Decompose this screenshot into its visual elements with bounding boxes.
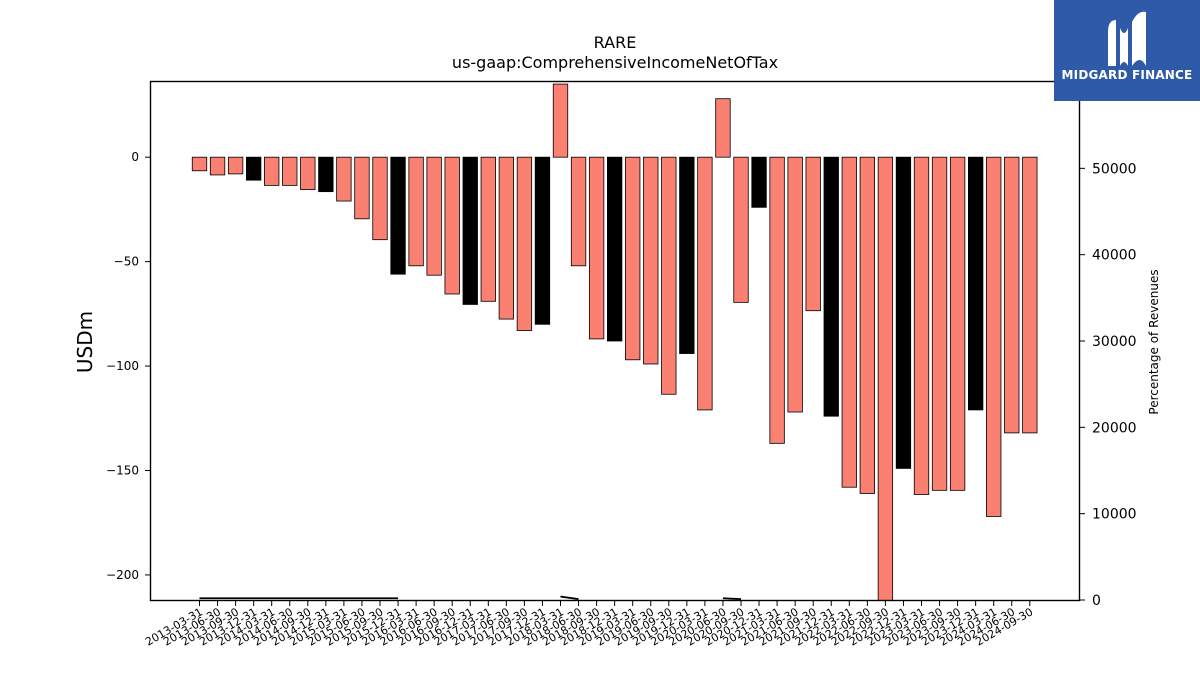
- y2-tick-label: 40000: [1092, 248, 1137, 264]
- y-axis-right: 0100002000030000400005000060000: [1079, 75, 1137, 609]
- percentage-of-revenues-line: [722, 597, 742, 601]
- bar-2013-09-30: [227, 156, 244, 175]
- y-tick-label: −200: [106, 568, 139, 582]
- bar-2016-06-30: [426, 156, 442, 276]
- bar-2023-03-31: [913, 156, 930, 495]
- y2-tick-label: 10000: [1092, 507, 1137, 523]
- bar-2024-09-30: [1022, 156, 1038, 434]
- bar-2013-06-30: [209, 156, 226, 176]
- bar-2023-06-30: [931, 156, 948, 491]
- bar-2020-09-30: [733, 156, 749, 303]
- y-tick-label: −150: [106, 464, 139, 478]
- bar-2014-06-30: [282, 156, 298, 186]
- bar-2016-09-30: [444, 156, 460, 295]
- bar-2021-03-31: [769, 156, 785, 444]
- bar-2013-03-31: [191, 156, 208, 172]
- bar-2016-12-31: [462, 156, 478, 305]
- bar-2020-03-31: [697, 156, 713, 411]
- y2-tick-label: 0: [1092, 593, 1101, 609]
- y-axis-left: 0 −50 −100 −150 −200: [106, 150, 151, 582]
- bar-2022-03-31: [841, 156, 857, 488]
- y-tick-label: −100: [106, 359, 139, 373]
- bar-2014-09-30: [300, 156, 316, 190]
- bar-2018-12-31: [607, 156, 623, 342]
- bar-2024-03-31: [986, 156, 1002, 517]
- bar-2022-12-31: [895, 156, 912, 469]
- bar-2013-12-31: [245, 156, 262, 181]
- bar-2021-09-30: [805, 156, 821, 312]
- bar-2021-06-30: [787, 156, 803, 413]
- bar-2014-03-31: [264, 156, 280, 186]
- bar-2020-06-30: [715, 98, 731, 158]
- bar-2021-12-31: [823, 156, 839, 417]
- bar-2020-12-31: [751, 156, 767, 208]
- chart-subtitle: us-gaap:ComprehensiveIncomeNetOfTax: [452, 53, 778, 72]
- logo-text: MIDGARD FINANCE: [1061, 68, 1193, 82]
- bar-2022-09-30: [877, 156, 894, 600]
- bar-2019-09-30: [661, 156, 677, 395]
- bar-series: [191, 83, 1038, 600]
- bar-2017-03-31: [480, 156, 496, 302]
- bar-2019-12-31: [679, 156, 695, 354]
- bar-2019-03-31: [625, 156, 641, 361]
- percentage-of-revenues-series: [199, 595, 742, 601]
- bar-2017-06-30: [498, 156, 515, 320]
- bar-2015-03-31: [336, 156, 352, 202]
- bar-2015-12-31: [390, 156, 406, 275]
- bar-2018-03-31: [552, 83, 569, 158]
- bar-2016-03-31: [408, 156, 424, 267]
- y2-axis-label: Percentage of Revenues: [1147, 269, 1161, 414]
- x-axis: 2013-03-312013-06-302013-09-302013-12-31…: [143, 600, 1035, 649]
- bar-2015-09-30: [372, 156, 388, 241]
- bar-2017-12-31: [534, 156, 551, 325]
- percentage-of-revenues-line: [560, 595, 579, 601]
- bar-2019-06-30: [643, 156, 659, 365]
- midgard-logo-icon: [1108, 11, 1146, 66]
- y-tick-label: 0: [131, 150, 139, 164]
- y-axis-label: USDm: [73, 311, 97, 373]
- bar-2017-09-30: [516, 156, 533, 331]
- bar-2023-09-30: [949, 156, 966, 491]
- bar-2024-06-30: [1004, 156, 1020, 434]
- bar-2018-06-30: [570, 156, 587, 267]
- bar-2022-06-30: [859, 156, 875, 494]
- y2-tick-label: 30000: [1092, 334, 1137, 350]
- bar-2015-06-30: [354, 156, 370, 220]
- bar-2018-09-30: [588, 156, 605, 340]
- bar-2014-12-31: [318, 156, 334, 193]
- bar-2023-12-31: [968, 156, 984, 411]
- y2-tick-label: 20000: [1092, 420, 1137, 436]
- midgard-finance-logo: MIDGARD FINANCE: [1054, 0, 1200, 101]
- y-tick-label: −50: [114, 255, 139, 269]
- y2-tick-label: 50000: [1092, 161, 1137, 177]
- chart-title: RARE: [594, 33, 637, 52]
